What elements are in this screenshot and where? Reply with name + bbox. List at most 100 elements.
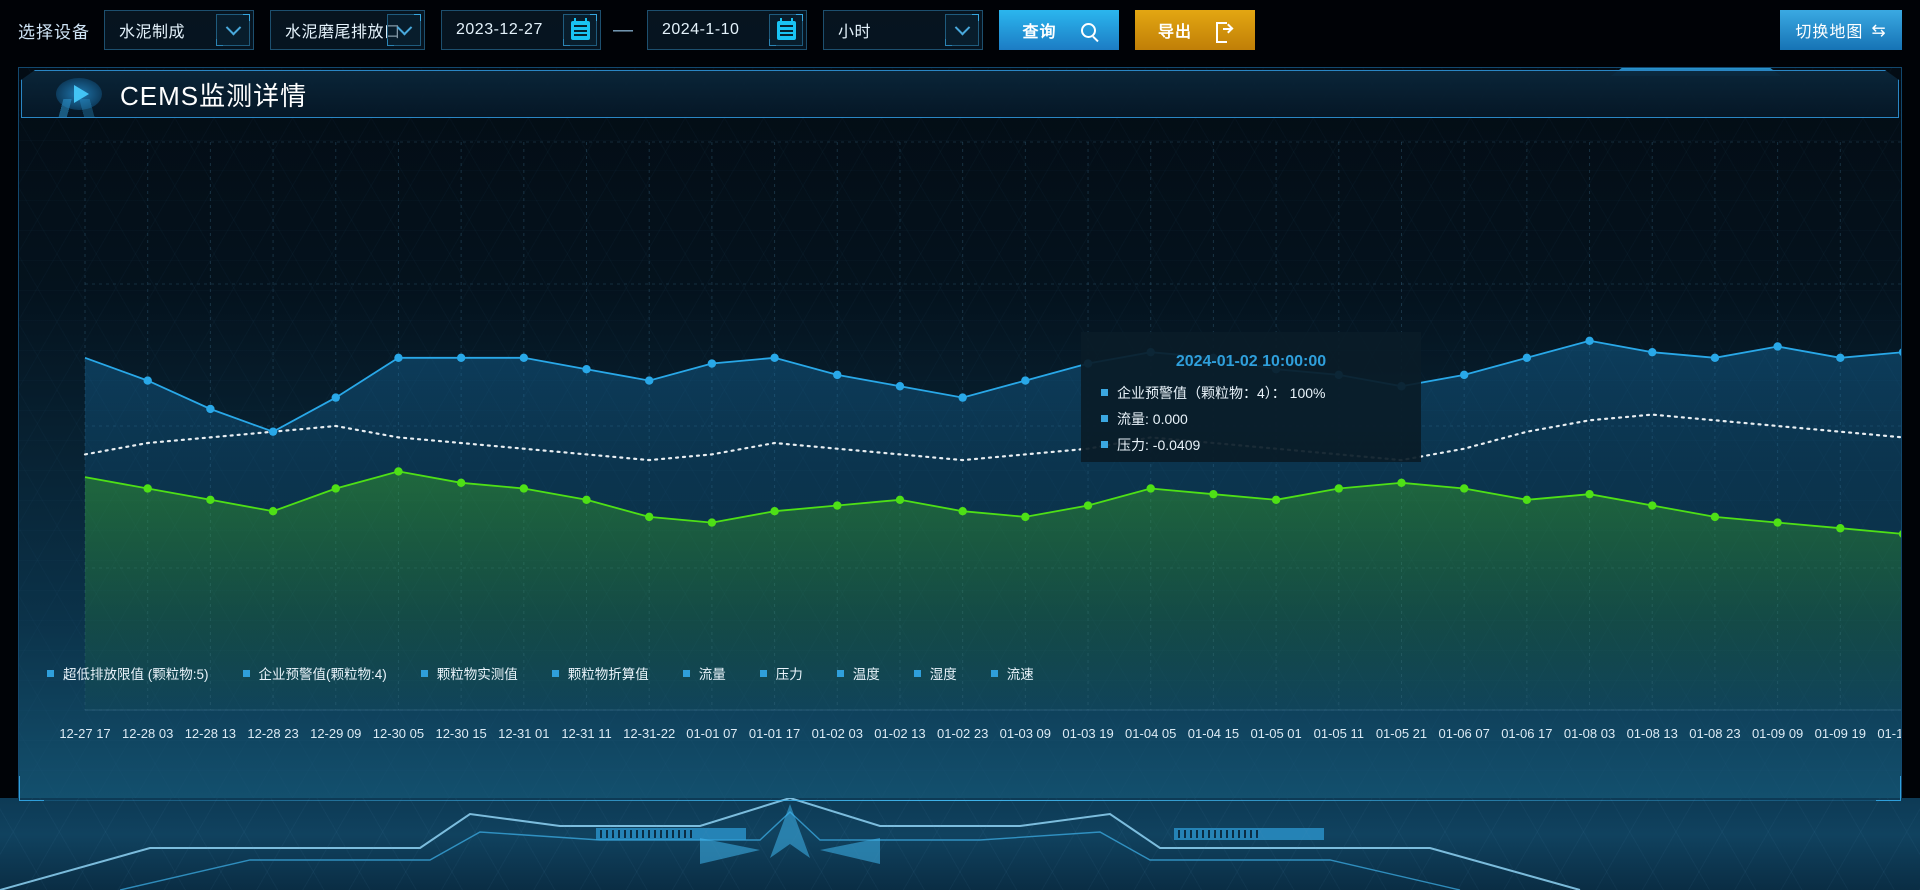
x-axis-tick-label: 01-01 17 xyxy=(749,726,800,741)
data-point[interactable] xyxy=(143,376,152,385)
legend-item[interactable]: 流速 xyxy=(990,663,1034,683)
start-date-input[interactable]: 2023-12-27 xyxy=(441,10,601,50)
data-point[interactable] xyxy=(833,501,842,510)
data-point[interactable] xyxy=(268,507,278,516)
x-axis-tick-label: 12-28 13 xyxy=(185,726,236,741)
chart-series-group xyxy=(83,336,1902,710)
data-point[interactable] xyxy=(1898,348,1902,356)
data-point[interactable] xyxy=(331,484,340,493)
data-point[interactable] xyxy=(1146,484,1155,493)
data-point[interactable] xyxy=(1397,478,1406,487)
data-point[interactable] xyxy=(770,507,779,516)
legend-item[interactable]: 颗粒物折算值 xyxy=(551,663,649,683)
data-point[interactable] xyxy=(519,353,529,363)
x-axis-tick-label: 01-06 17 xyxy=(1501,726,1552,741)
chevron-down-icon[interactable] xyxy=(387,14,421,46)
data-point[interactable] xyxy=(1459,370,1469,380)
chevron-down-icon[interactable] xyxy=(216,14,250,46)
data-point[interactable] xyxy=(1522,495,1532,505)
data-point[interactable] xyxy=(1773,342,1782,351)
end-date-value: 2024-1-10 xyxy=(662,21,740,38)
data-point[interactable] xyxy=(1083,501,1093,510)
data-point[interactable] xyxy=(519,484,529,493)
legend-item[interactable]: 企业预警值(颗粒物:4) xyxy=(242,663,387,683)
x-axis-tick-label: 01-03 19 xyxy=(1062,726,1113,741)
calendar-icon[interactable] xyxy=(769,14,803,46)
data-point[interactable] xyxy=(1710,512,1720,522)
data-point[interactable] xyxy=(1836,353,1845,363)
data-point[interactable] xyxy=(895,495,905,505)
data-point[interactable] xyxy=(645,512,654,522)
data-point[interactable] xyxy=(268,427,278,436)
x-axis-tick-label: 12-29 09 xyxy=(310,726,361,741)
line-chart[interactable]: 12-27 17 12-28 03 12-28 13 12-28 23 12-29 09… xyxy=(19,120,1902,802)
top-toolbar: 选择设备 水泥制成 水泥磨尾排放口 2023-12-27 — 2024-1-10… xyxy=(0,0,1920,60)
export-button[interactable]: 导出 xyxy=(1135,10,1255,50)
data-point[interactable] xyxy=(1773,518,1782,527)
data-point[interactable] xyxy=(582,495,591,505)
data-point[interactable] xyxy=(1334,484,1343,493)
data-point[interactable] xyxy=(1648,501,1657,510)
legend-label: 颗粒物折算值 xyxy=(567,667,649,682)
data-point[interactable] xyxy=(456,478,466,487)
data-point[interactable] xyxy=(1271,495,1281,505)
legend-item[interactable]: 压力 xyxy=(759,663,803,683)
device-label: 选择设备 xyxy=(18,22,90,42)
data-point[interactable] xyxy=(1585,336,1594,345)
data-point[interactable] xyxy=(394,467,403,476)
tooltip-background xyxy=(1081,332,1421,462)
outlet-select[interactable]: 水泥磨尾排放口 xyxy=(270,10,425,50)
data-point[interactable] xyxy=(895,382,905,391)
data-point[interactable] xyxy=(1836,524,1845,533)
chart-area: 12-27 17 12-28 03 12-28 13 12-28 23 12-29 09… xyxy=(19,120,1902,802)
data-point[interactable] xyxy=(958,507,967,516)
data-point[interactable] xyxy=(206,404,215,414)
query-button[interactable]: 查询 xyxy=(999,10,1119,50)
data-point[interactable] xyxy=(456,353,466,363)
data-point[interactable] xyxy=(206,495,215,505)
data-point[interactable] xyxy=(582,365,591,374)
data-point[interactable] xyxy=(143,484,152,493)
device-select[interactable]: 水泥制成 xyxy=(104,10,254,50)
granularity-select[interactable]: 小时 xyxy=(823,10,983,50)
data-point[interactable] xyxy=(331,393,340,402)
data-point[interactable] xyxy=(707,518,717,527)
data-point[interactable] xyxy=(1459,484,1469,493)
legend-label: 企业预警值(颗粒物:4) xyxy=(258,667,387,682)
device-select-value: 水泥制成 xyxy=(119,24,186,41)
legend-item[interactable]: 湿度 xyxy=(913,663,957,683)
legend-marker-icon xyxy=(242,669,250,677)
switch-map-button[interactable]: 切换地图 ⇆ xyxy=(1780,10,1902,50)
legend-marker-icon xyxy=(759,669,767,677)
data-point[interactable] xyxy=(1710,353,1720,363)
data-point[interactable] xyxy=(833,370,842,380)
legend-item[interactable]: 超低排放限值 (颗粒物:5) xyxy=(47,663,209,683)
data-point[interactable] xyxy=(1648,347,1657,357)
x-axis-tick-label: 01-09 19 xyxy=(1815,726,1866,741)
data-point[interactable] xyxy=(1021,512,1030,522)
legend-label: 流速 xyxy=(1006,667,1034,682)
legend-item[interactable]: 流量 xyxy=(682,663,726,683)
data-point[interactable] xyxy=(1898,530,1902,538)
data-point[interactable] xyxy=(707,359,717,368)
calendar-icon[interactable] xyxy=(563,14,597,46)
data-point[interactable] xyxy=(394,353,403,363)
x-axis-tick-label: 12-28 23 xyxy=(247,726,298,741)
data-point[interactable] xyxy=(1522,353,1532,363)
data-point[interactable] xyxy=(1021,376,1030,385)
play-circle-icon xyxy=(56,78,102,110)
legend-item[interactable]: 温度 xyxy=(836,663,880,683)
end-date-input[interactable]: 2024-1-10 xyxy=(647,10,807,50)
chevron-down-icon[interactable] xyxy=(945,14,979,46)
legend-marker-icon xyxy=(836,669,844,677)
data-point[interactable] xyxy=(1585,489,1594,499)
legend-item[interactable]: 颗粒物实测值 xyxy=(420,663,518,683)
chart-tooltip: 2024-01-02 10:00:00 企业预警值（颗粒物：4）： 100% 流量:… xyxy=(1081,332,1421,462)
data-point[interactable] xyxy=(1209,489,1218,499)
legend-marker-icon xyxy=(990,669,998,677)
data-point[interactable] xyxy=(645,376,654,385)
outlet-select-value: 水泥磨尾排放口 xyxy=(285,24,401,41)
data-point[interactable] xyxy=(958,393,967,402)
data-point[interactable] xyxy=(770,353,779,363)
